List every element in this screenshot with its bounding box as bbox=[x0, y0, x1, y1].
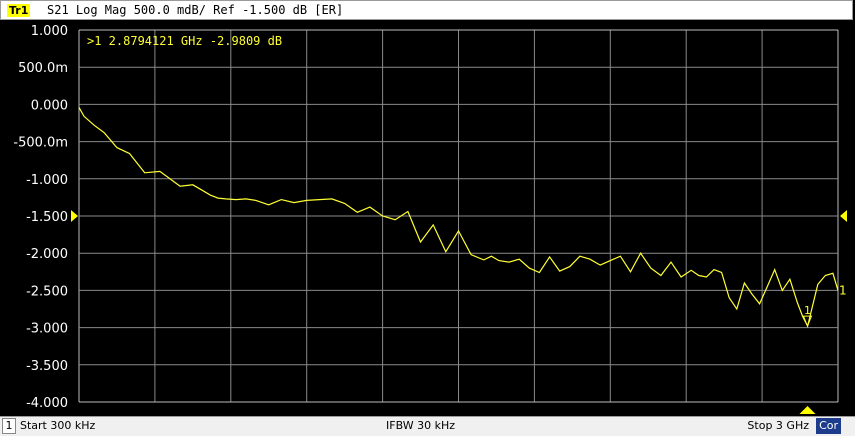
y-tick-label: -3.000 bbox=[26, 322, 68, 337]
y-tick-label: -2.500 bbox=[26, 284, 68, 299]
trace-tag-label: Tr1 bbox=[9, 4, 29, 17]
y-tick-label: -2.000 bbox=[26, 247, 68, 262]
y-tick-label: 500.0m bbox=[18, 61, 68, 76]
y-tick-label: 0.000 bbox=[31, 98, 68, 113]
y-axis-labels: 1.000 500.0m 0.000 -500.0m -1.000 -1.500 -2.00… bbox=[13, 24, 68, 411]
trace-header-text: S21 Log Mag 500.0 mdB/ Ref -1.500 dB [ER… bbox=[47, 3, 344, 17]
y-tick-label: 1.000 bbox=[31, 24, 68, 39]
reference-level-left-arrow bbox=[71, 210, 78, 222]
marker-label: 1 bbox=[804, 304, 811, 317]
reference-level-right-arrow bbox=[840, 210, 847, 222]
y-tick-label: -1.500 bbox=[26, 210, 68, 225]
start-frequency[interactable]: Start 300 kHz bbox=[20, 419, 96, 432]
ifbw-setting[interactable]: IFBW 30 kHz bbox=[386, 419, 456, 432]
stop-frequency[interactable]: Stop 3 GHz bbox=[747, 419, 809, 432]
channel-number[interactable]: 1 bbox=[2, 418, 16, 434]
trace-title-bar[interactable]: Tr1 S21 Log Mag 500.0 mdB/ Ref -1.500 dB… bbox=[0, 0, 853, 20]
trace-tag[interactable]: Tr1 bbox=[7, 4, 31, 17]
y-tick-label: -500.0m bbox=[13, 136, 68, 151]
y-tick-label: -3.500 bbox=[26, 359, 68, 374]
y-tick-label: -1.000 bbox=[26, 173, 68, 188]
plot-grid bbox=[78, 29, 839, 403]
marker-triangle[interactable] bbox=[802, 315, 813, 328]
correction-badge[interactable]: Cor bbox=[816, 418, 841, 434]
marker-stimulus-arrow bbox=[799, 406, 816, 414]
trace-plot[interactable]: 1.000 500.0m 0.000 -500.0m -1.000 -1.500 -2.00… bbox=[0, 20, 855, 416]
trace-end-label: 1 bbox=[839, 283, 847, 297]
marker-readout: >1 2.8794121 GHz -2.9809 dB bbox=[87, 34, 282, 48]
status-bar: 1 Start 300 kHz IFBW 30 kHz Stop 3 GHz C… bbox=[0, 416, 855, 436]
s21-trace-line bbox=[78, 107, 839, 328]
y-tick-label: -4.000 bbox=[26, 396, 68, 411]
